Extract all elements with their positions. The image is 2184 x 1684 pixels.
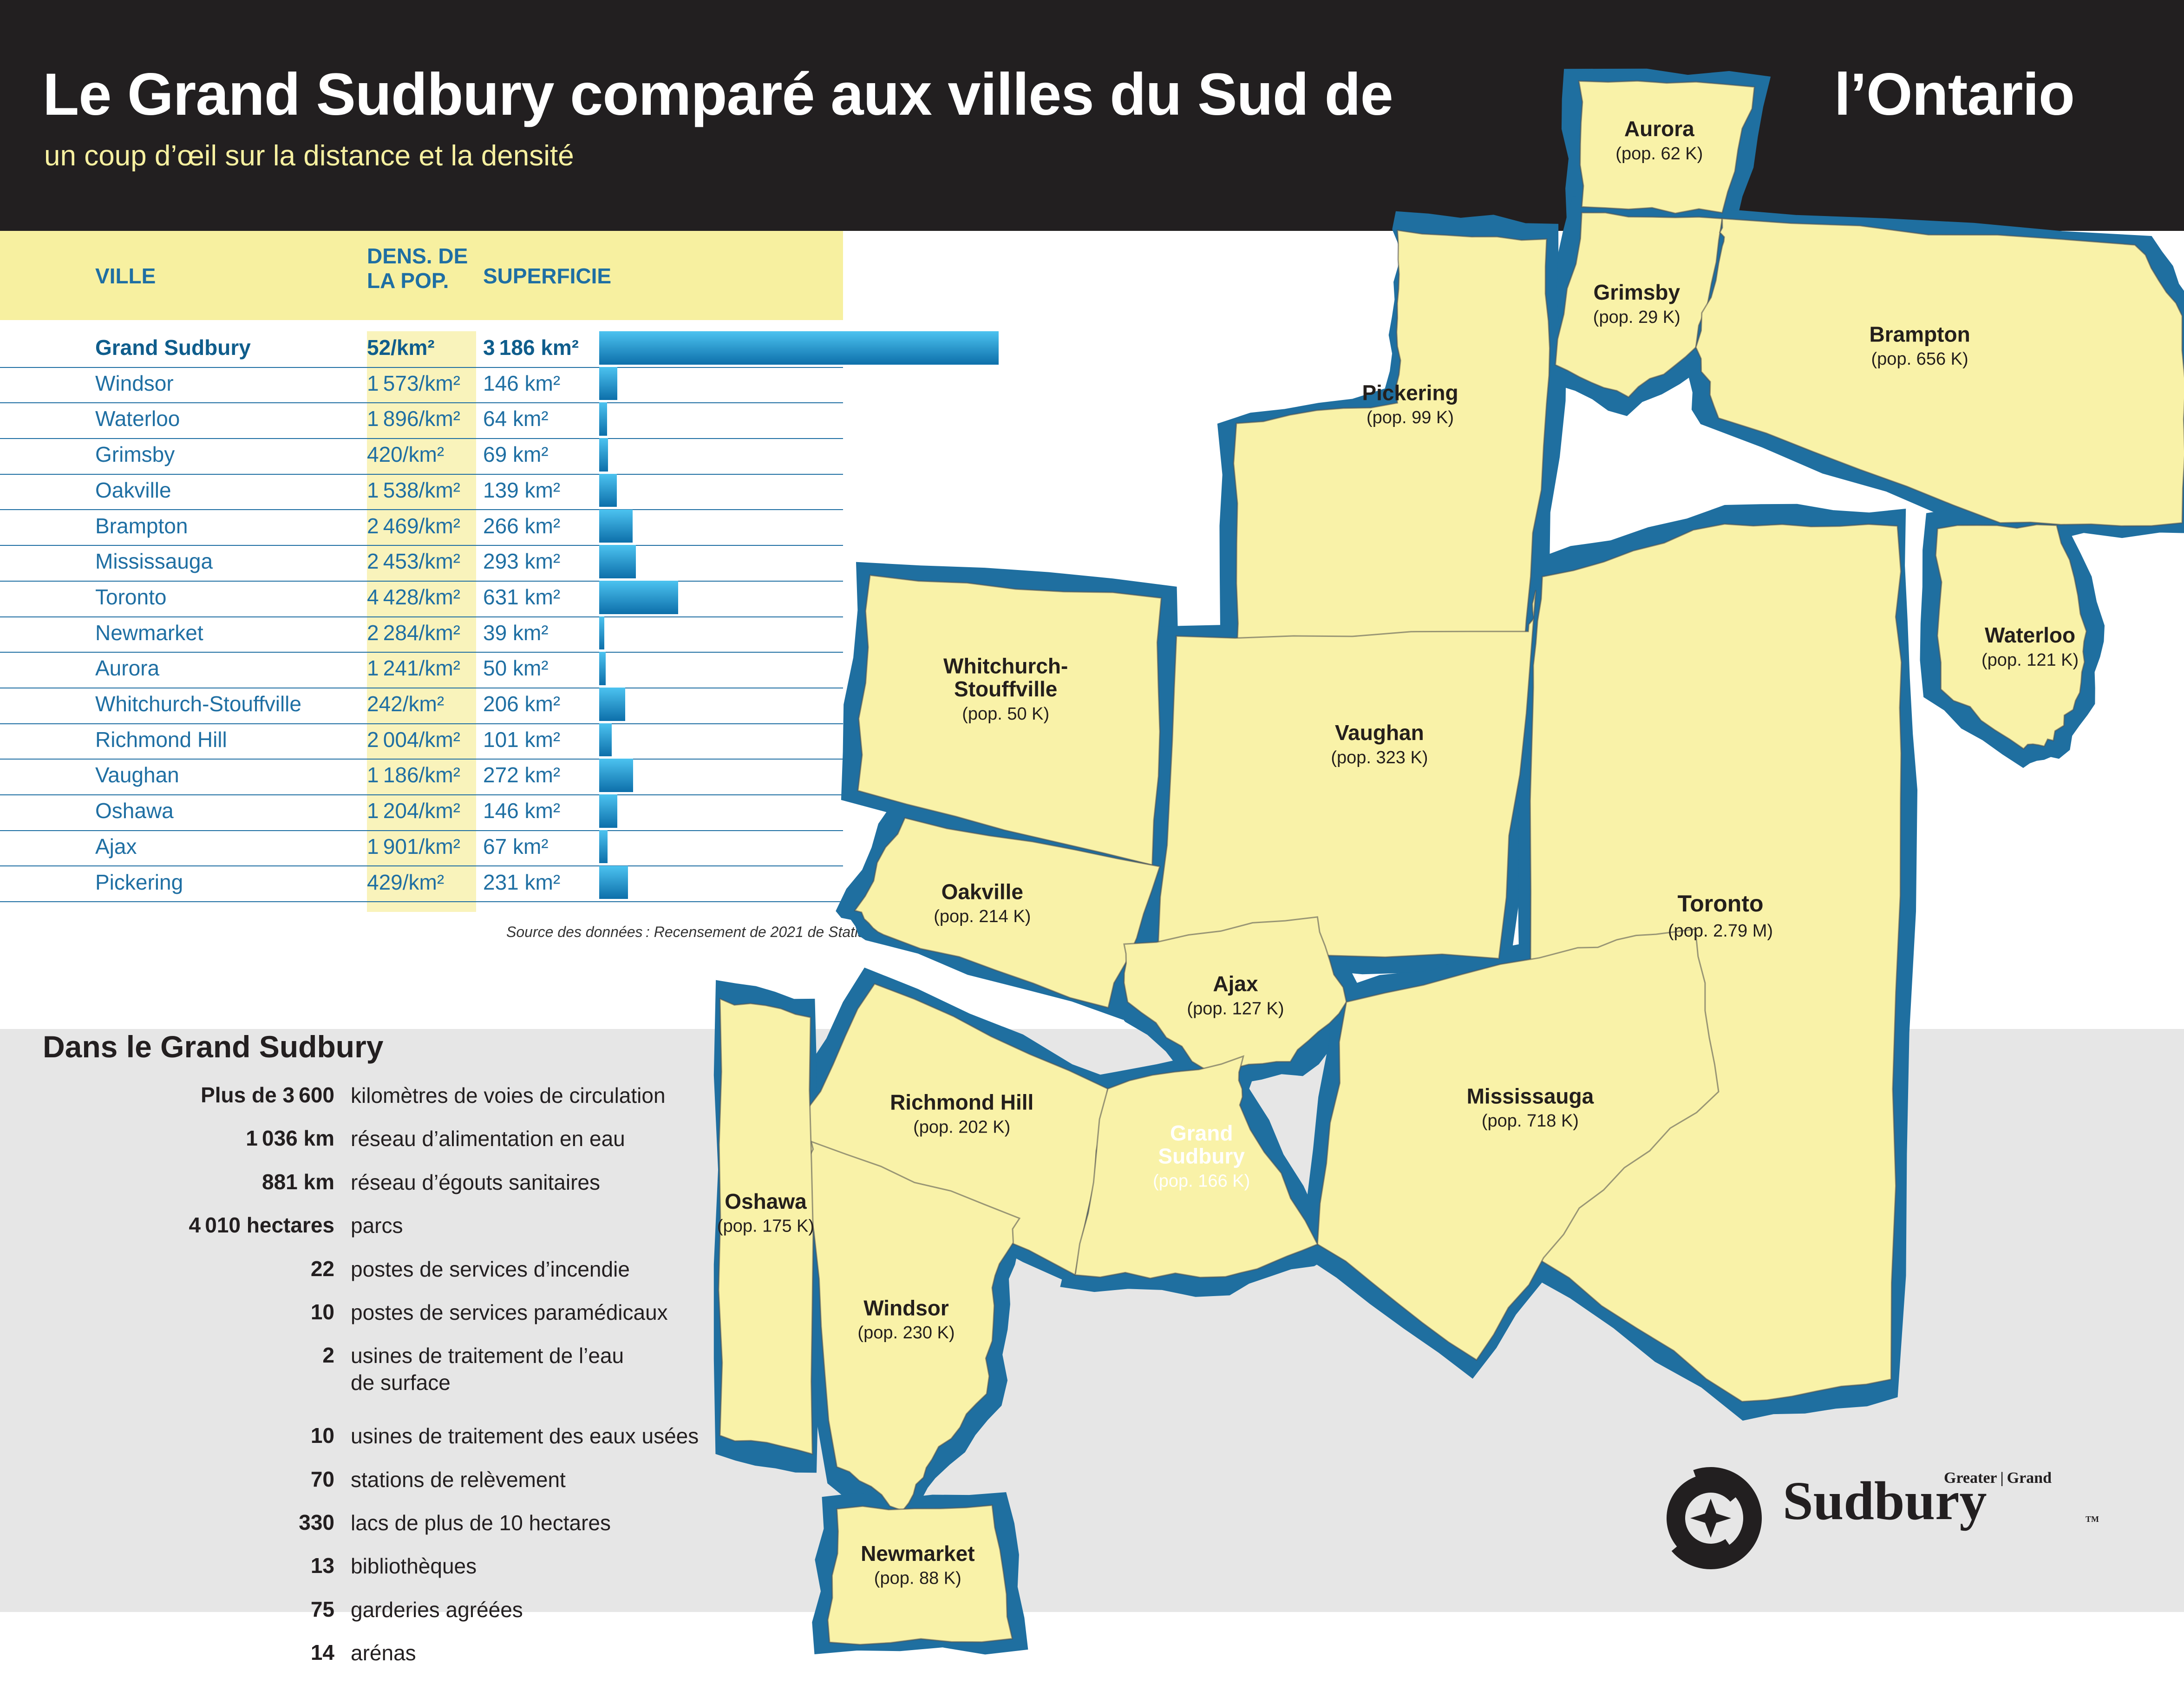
svg-text:(pop. 50 K): (pop. 50 K) (962, 704, 1049, 724)
svg-text:Toronto: Toronto (1677, 891, 1763, 917)
svg-text:Whitchurch-Stouffville: Whitchurch-Stouffville (943, 654, 1068, 701)
svg-text:(pop. 323 K): (pop. 323 K) (1331, 748, 1428, 767)
svg-text:Newmarket: Newmarket (861, 1541, 974, 1566)
svg-text:Waterloo: Waterloo (1985, 623, 2075, 647)
svg-text:(pop. 121 K): (pop. 121 K) (1981, 650, 2079, 670)
svg-text:(pop. 718 K): (pop. 718 K) (1482, 1111, 1579, 1131)
svg-text:(pop. 99 K): (pop. 99 K) (1367, 408, 1454, 427)
svg-text:Vaughan: Vaughan (1335, 721, 1424, 745)
svg-text:Windsor: Windsor (863, 1296, 949, 1320)
svg-text:(pop. 230 K): (pop. 230 K) (857, 1323, 955, 1343)
svg-text:(pop. 214 K): (pop. 214 K) (934, 907, 1031, 926)
svg-text:Pickering: Pickering (1362, 381, 1458, 405)
svg-text:(pop. 29 K): (pop. 29 K) (1593, 308, 1681, 327)
svg-text:(pop. 62 K): (pop. 62 K) (1615, 144, 1703, 164)
svg-text:Aurora: Aurora (1624, 117, 1694, 141)
svg-text:Grimsby: Grimsby (1593, 280, 1680, 304)
svg-text:(pop. 166 K): (pop. 166 K) (1153, 1171, 1250, 1191)
svg-text:Mississauga: Mississauga (1467, 1084, 1594, 1108)
svg-text:(pop. 202 K): (pop. 202 K) (913, 1117, 1010, 1137)
svg-text:(pop. 2.79 M): (pop. 2.79 M) (1668, 921, 1773, 941)
svg-text:Oakville: Oakville (942, 879, 1023, 904)
svg-text:(pop. 656 K): (pop. 656 K) (1871, 349, 1968, 369)
svg-text:(pop. 127 K): (pop. 127 K) (1187, 999, 1284, 1018)
svg-text:Brampton: Brampton (1869, 322, 1970, 346)
svg-text:Ajax: Ajax (1213, 972, 1258, 996)
svg-text:(pop. 88 K): (pop. 88 K) (874, 1568, 961, 1588)
svg-text:Richmond Hill: Richmond Hill (890, 1090, 1033, 1114)
